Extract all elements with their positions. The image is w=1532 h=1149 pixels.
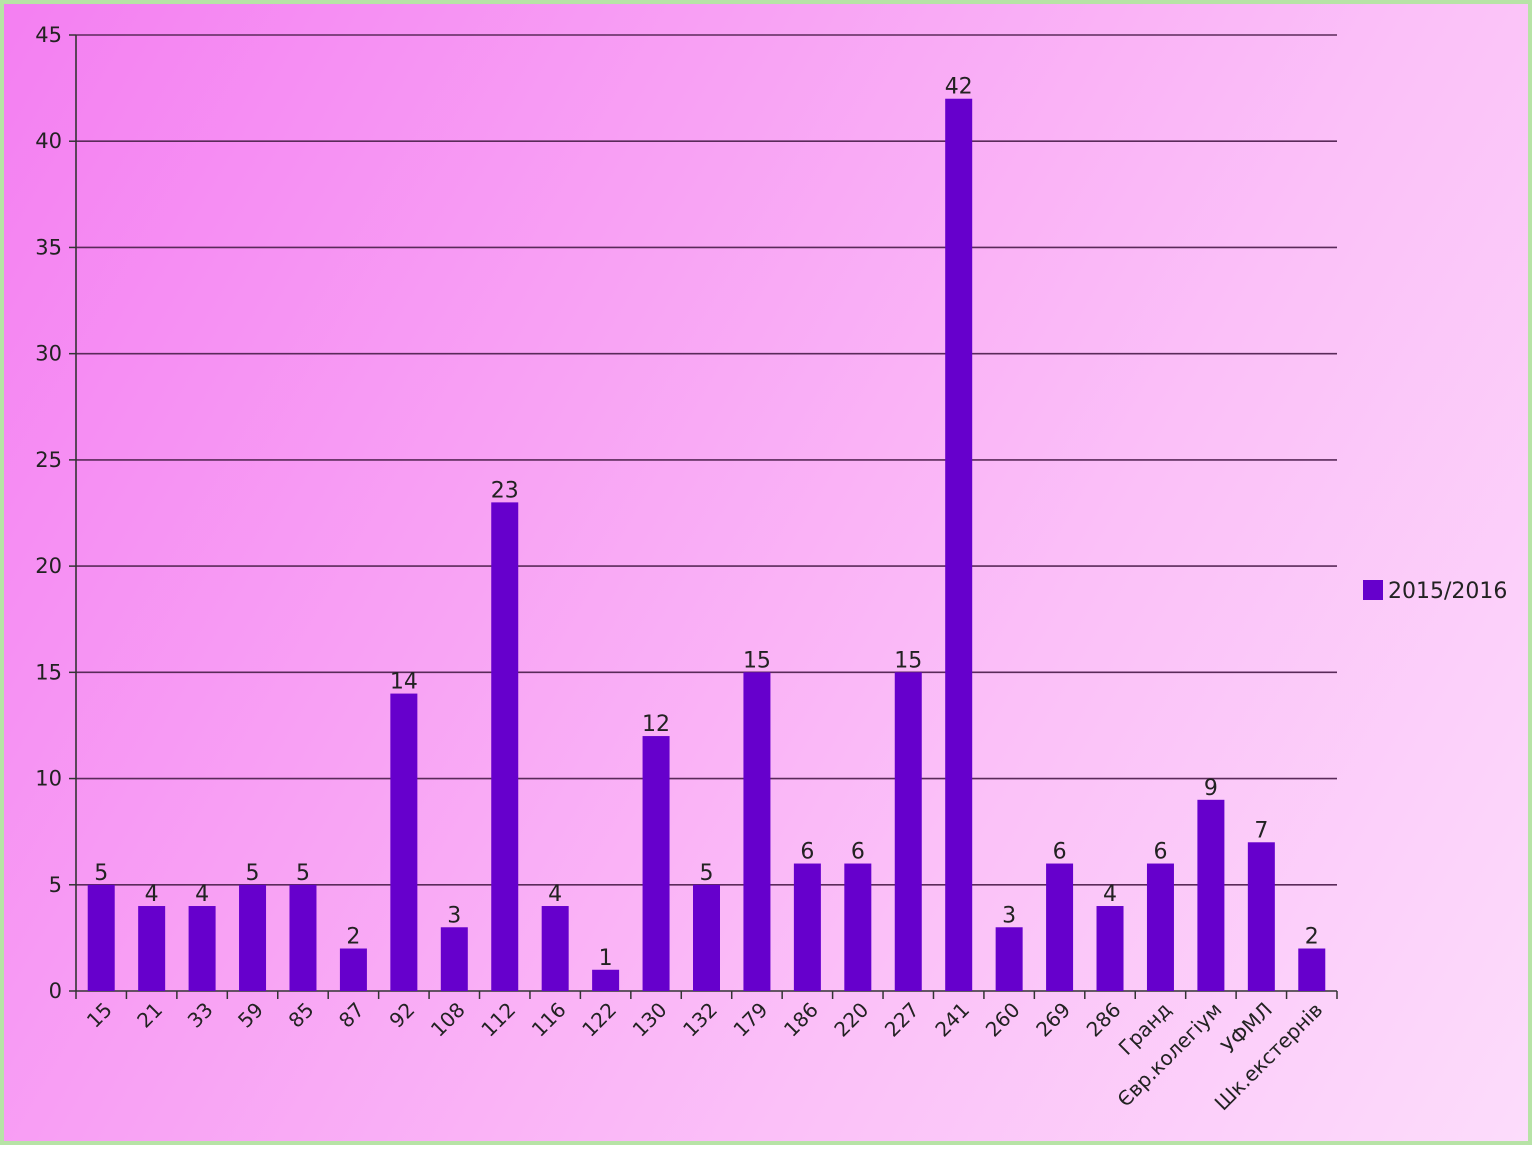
x-tick-label: 220 (829, 998, 873, 1042)
legend: 2015/2016 (1363, 579, 1507, 604)
x-tick-label: 260 (981, 998, 1025, 1042)
x-tick-label: 132 (678, 998, 722, 1042)
bar (239, 884, 267, 991)
x-tick-label: 286 (1082, 998, 1126, 1042)
data-label: 5 (246, 861, 260, 886)
y-tick-label: 15 (35, 660, 62, 684)
x-tick-label: 85 (284, 998, 319, 1033)
y-tick-label: 5 (49, 873, 62, 897)
data-label: 15 (894, 648, 922, 673)
bar (844, 863, 872, 991)
bars (87, 98, 1326, 991)
bar (894, 672, 922, 991)
x-tick-label: 122 (577, 998, 621, 1042)
gridlines (76, 34, 1337, 886)
x-tick-label: 130 (628, 998, 672, 1042)
bar (390, 693, 418, 991)
bar (289, 884, 317, 991)
data-label: 42 (945, 75, 973, 100)
x-tick-label: 186 (779, 998, 823, 1042)
bar (642, 736, 670, 991)
x-tick-label: 108 (426, 998, 470, 1042)
data-label: 4 (195, 882, 209, 907)
data-label: 4 (548, 882, 562, 907)
y-tick-label: 45 (35, 23, 62, 47)
y-tick-label: 25 (35, 448, 62, 472)
x-tick-label: 227 (880, 998, 924, 1042)
bar (995, 927, 1023, 991)
bar (743, 672, 771, 991)
x-tick-label: 269 (1031, 998, 1075, 1042)
bar (1197, 799, 1225, 991)
bar (1247, 842, 1275, 991)
x-tick-label: 179 (729, 998, 773, 1042)
y-tick-label: 35 (35, 235, 62, 259)
data-label: 6 (1053, 840, 1067, 865)
data-label: 15 (743, 648, 771, 673)
data-label: 1 (599, 946, 613, 971)
data-label: 2 (1305, 925, 1319, 950)
data-label: 14 (390, 670, 418, 695)
data-label: 3 (447, 903, 461, 928)
x-tick-label: 241 (930, 998, 974, 1042)
data-label: 6 (800, 840, 814, 865)
bar (1046, 863, 1074, 991)
bar (188, 906, 216, 991)
data-label: 7 (1254, 818, 1268, 843)
x-tick-label: 92 (384, 998, 419, 1033)
x-tick-label: 15 (82, 998, 117, 1033)
bar (1096, 906, 1124, 991)
y-tick-label: 20 (35, 554, 62, 578)
data-label: 5 (94, 861, 108, 886)
data-label: 12 (642, 712, 670, 737)
bar (440, 927, 468, 991)
bar (592, 969, 620, 991)
data-label: 4 (1103, 882, 1117, 907)
y-tick-label: 30 (35, 342, 62, 366)
bar (138, 906, 166, 991)
data-label: 6 (1153, 840, 1167, 865)
x-tick-label: 33 (183, 998, 218, 1033)
y-tick-label: 10 (35, 767, 62, 791)
data-label: 5 (296, 861, 310, 886)
bar (491, 502, 519, 991)
bar (339, 948, 367, 991)
bar (1146, 863, 1174, 991)
x-tick-label: 21 (132, 998, 167, 1033)
data-label: 3 (1002, 903, 1016, 928)
data-label: 4 (145, 882, 159, 907)
bar (87, 884, 115, 991)
legend-label: 2015/2016 (1388, 579, 1507, 604)
data-label: 23 (491, 478, 519, 503)
x-tick-label: 116 (527, 998, 571, 1042)
data-label: 9 (1204, 776, 1218, 801)
y-tick-label: 0 (49, 979, 62, 1003)
bar (793, 863, 821, 991)
x-tick-label: 59 (233, 998, 268, 1033)
bar (945, 98, 973, 991)
data-label: 2 (346, 925, 360, 950)
data-labels: 5 4 4 5 5 2 14 3 23 4 1 12 5 15 6 6 15 42 3 6 4 6 9 7 2 (94, 75, 1319, 971)
x-tick-label: 112 (476, 998, 520, 1042)
y-tick-label: 40 (35, 129, 62, 153)
bar (693, 884, 720, 991)
data-label: 6 (851, 840, 865, 865)
bar (541, 906, 569, 991)
data-label: 5 (700, 861, 714, 886)
legend-swatch (1363, 580, 1383, 600)
x-tick-label: 87 (334, 998, 369, 1033)
bar (1298, 948, 1326, 991)
